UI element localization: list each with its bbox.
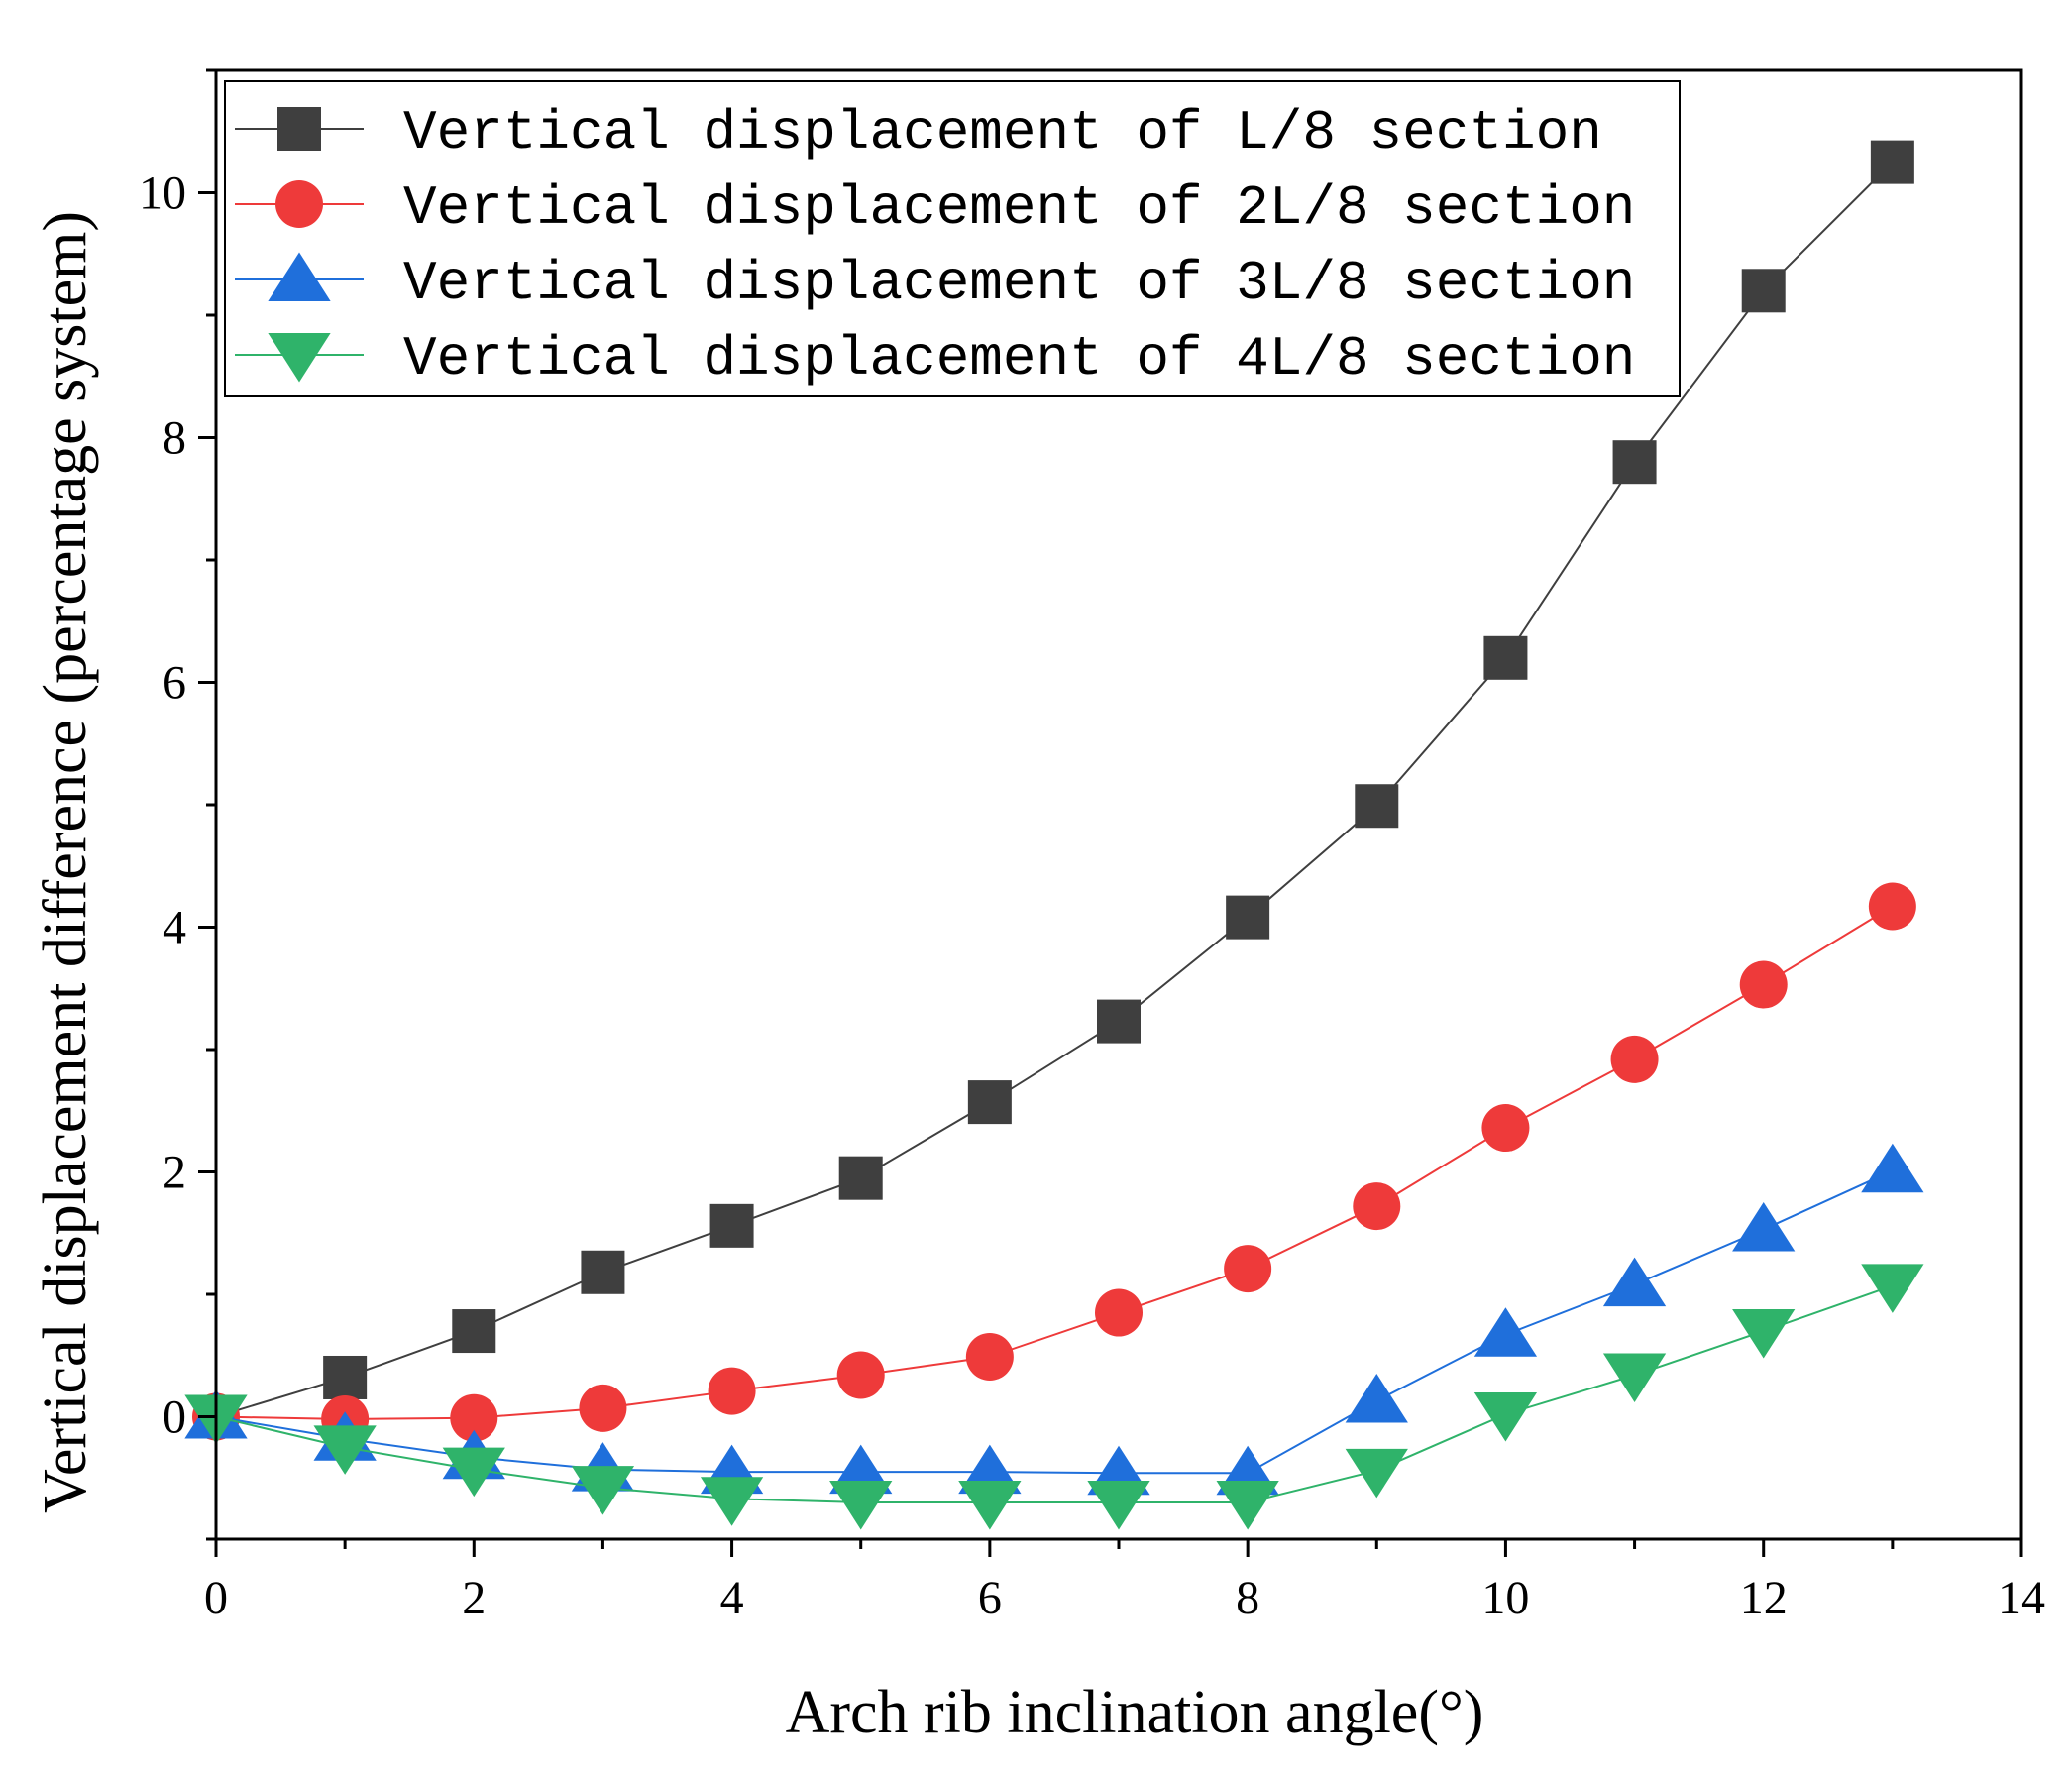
data-point [829, 1480, 893, 1530]
series-1 [194, 140, 1914, 1439]
data-point [1483, 635, 1528, 680]
legend-box [224, 80, 1681, 397]
y-tick-label: 10 [139, 167, 186, 220]
data-point [1355, 784, 1399, 829]
x-tick-label: 0 [204, 1572, 228, 1624]
x-tick-label: 2 [462, 1572, 486, 1624]
data-point [1481, 1104, 1530, 1153]
data-point [1741, 269, 1786, 313]
data-point [1345, 1448, 1408, 1499]
legend-label: Vertical displacement of L/8 section [403, 101, 1602, 165]
data-point [313, 1425, 377, 1475]
legend-item: Vertical displacement of 3L/8 section [235, 252, 1635, 315]
legend-label: Vertical displacement of 4L/8 section [403, 327, 1635, 390]
data-point [1353, 1182, 1401, 1231]
legend-item: Vertical displacement of 2L/8 section [235, 176, 1635, 240]
data-point [1095, 1288, 1143, 1337]
y-tick-label: 0 [163, 1391, 186, 1444]
y-tick-label: 2 [163, 1147, 186, 1199]
data-point [1610, 1035, 1659, 1083]
series-3 [184, 1143, 1924, 1496]
data-point [323, 1355, 368, 1399]
data-point [450, 1393, 498, 1442]
data-point [571, 1466, 635, 1515]
data-point [1216, 1480, 1279, 1530]
data-point [708, 1367, 756, 1415]
data-point [709, 1203, 754, 1248]
y-axis-title: Vertical displacement difference (percen… [32, 211, 99, 1513]
x-tick-label: 6 [978, 1572, 1002, 1624]
data-point [1345, 1373, 1408, 1423]
legend: Vertical displacement of L/8 section Vert… [224, 80, 1681, 397]
x-axis-title: Arch rib inclination angle(°) [786, 1679, 1484, 1746]
legend-label: Vertical displacement of 3L/8 section [403, 252, 1635, 315]
data-point [442, 1447, 505, 1498]
data-point [700, 1477, 764, 1526]
y-tick-label: 6 [163, 657, 186, 710]
x-tick-label: 14 [1998, 1572, 2045, 1624]
data-point [1097, 999, 1141, 1044]
legend-marker [268, 333, 331, 383]
data-point [1732, 1309, 1796, 1359]
data-point [1739, 960, 1788, 1009]
data-point [958, 1480, 1022, 1530]
data-point [1861, 1264, 1924, 1313]
data-point [836, 1351, 885, 1399]
data-point [1226, 895, 1270, 940]
data-point [1602, 1353, 1667, 1403]
data-point [838, 1156, 883, 1200]
data-point [1732, 1202, 1796, 1252]
axes: 0 2 4 6 8 10 12 14 0 2 4 6 8 10 [139, 68, 2045, 1624]
data-point [1224, 1245, 1272, 1293]
data-point [452, 1309, 496, 1354]
data-point [581, 1250, 625, 1294]
legend-marker [277, 107, 321, 151]
legend-item: Vertical displacement of 4L/8 section [235, 327, 1635, 390]
legend-marker [268, 252, 331, 301]
data-point [1087, 1480, 1150, 1530]
data-point [1612, 440, 1657, 485]
data-point [1602, 1257, 1667, 1307]
legend-item: Vertical displacement of L/8 section [235, 101, 1602, 165]
x-tick-label: 4 [720, 1572, 744, 1624]
legend-label: Vertical displacement of 2L/8 section [403, 176, 1635, 240]
data-point [1870, 140, 1914, 184]
y-tick-label: 4 [163, 902, 186, 954]
data-point [1473, 1392, 1538, 1442]
x-tick-label: 12 [1740, 1572, 1788, 1624]
y-tick-label: 8 [163, 412, 186, 465]
data-point [1473, 1307, 1538, 1357]
data-point [1868, 882, 1916, 931]
legend-marker [275, 180, 323, 228]
x-tick-label: 10 [1481, 1572, 1529, 1624]
data-point [579, 1384, 627, 1432]
series-line [215, 1284, 1894, 1503]
data-point [965, 1332, 1014, 1381]
x-tick-label: 8 [1236, 1572, 1259, 1624]
data-point [967, 1080, 1012, 1125]
data-point [1861, 1143, 1924, 1193]
